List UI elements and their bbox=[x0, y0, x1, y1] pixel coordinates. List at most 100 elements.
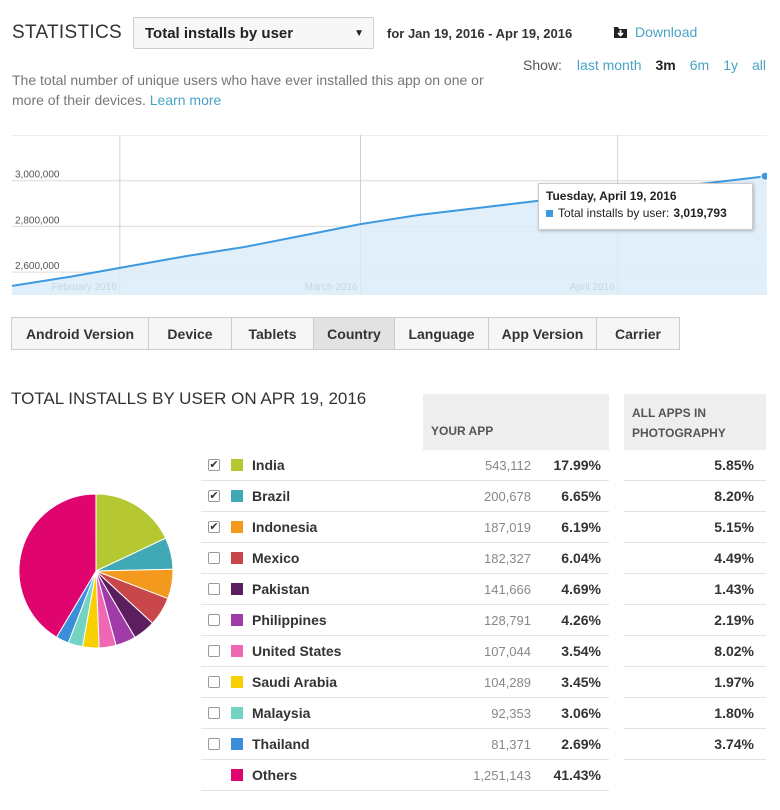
category-percent: 5.85% bbox=[714, 457, 754, 473]
category-row-pakistan: 1.43% bbox=[624, 574, 766, 605]
country-checkbox[interactable]: ✔ bbox=[208, 521, 220, 533]
country-name: Philippines bbox=[252, 612, 327, 628]
country-checkbox[interactable] bbox=[208, 614, 220, 626]
country-name: Malaysia bbox=[252, 705, 311, 721]
install-percent: 4.69% bbox=[561, 581, 601, 597]
country-row-brazil: ✔ Brazil 200,678 6.65% bbox=[201, 481, 609, 512]
column-header-all-apps: ALL APPS IN PHOTOGRAPHY bbox=[624, 394, 766, 450]
category-row-malaysia: 1.80% bbox=[624, 698, 766, 729]
range-option-3m[interactable]: 3m bbox=[655, 57, 676, 73]
install-percent: 6.04% bbox=[561, 550, 601, 566]
table-title: TOTAL INSTALLS BY USER ON APR 19, 2016 bbox=[11, 389, 367, 408]
country-checkbox[interactable] bbox=[208, 583, 220, 595]
tooltip-series-name: Total installs by user: bbox=[558, 206, 670, 220]
install-count: 1,251,143 bbox=[473, 768, 531, 783]
tooltip-date: Tuesday, April 19, 2016 bbox=[546, 189, 677, 203]
category-percent: 2.19% bbox=[714, 612, 754, 628]
country-checkbox[interactable] bbox=[208, 707, 220, 719]
range-option-6m[interactable]: 6m bbox=[689, 57, 710, 73]
category-percent: 5.15% bbox=[714, 519, 754, 535]
description-text: The total number of unique users who hav… bbox=[12, 72, 484, 108]
download-icon bbox=[614, 27, 627, 38]
country-row-saudi-arabia: Saudi Arabia 104,289 3.45% bbox=[201, 667, 609, 698]
category-row-indonesia: 5.15% bbox=[624, 512, 766, 543]
country-color-swatch bbox=[231, 645, 243, 657]
country-name: Thailand bbox=[252, 736, 310, 752]
category-row-philippines: 2.19% bbox=[624, 605, 766, 636]
country-checkbox[interactable] bbox=[208, 645, 220, 657]
install-percent: 6.19% bbox=[561, 519, 601, 535]
install-percent: 6.65% bbox=[561, 488, 601, 504]
install-count: 187,019 bbox=[484, 520, 531, 535]
install-percent: 2.69% bbox=[561, 736, 601, 752]
install-percent: 3.45% bbox=[561, 674, 601, 690]
country-name: India bbox=[252, 457, 285, 473]
category-percent: 8.02% bbox=[714, 643, 754, 659]
country-name: Brazil bbox=[252, 488, 291, 504]
tooltip-series-swatch bbox=[546, 209, 553, 217]
download-link[interactable]: Download bbox=[612, 24, 697, 40]
category-percent: 3.74% bbox=[714, 736, 754, 752]
installs-hover-point[interactable] bbox=[760, 171, 767, 181]
country-color-swatch bbox=[231, 738, 243, 750]
country-name: Indonesia bbox=[252, 519, 318, 535]
column-header-your-app: YOUR APP bbox=[423, 394, 609, 450]
country-pie-chart bbox=[18, 493, 174, 649]
country-color-swatch bbox=[231, 583, 243, 595]
range-option-last-month[interactable]: last month bbox=[576, 57, 642, 73]
country-row-thailand: Thailand 81,371 2.69% bbox=[201, 729, 609, 760]
country-checkbox[interactable] bbox=[208, 738, 220, 750]
install-count: 182,327 bbox=[484, 551, 531, 566]
description: The total number of unique users who hav… bbox=[12, 70, 512, 110]
install-count: 128,791 bbox=[484, 613, 531, 628]
category-row-others bbox=[624, 760, 766, 791]
tab-app-version[interactable]: App Version bbox=[489, 318, 597, 349]
dimension-tabs: Android Version Device Tablets Country L… bbox=[11, 317, 680, 350]
install-percent: 4.26% bbox=[561, 612, 601, 628]
country-name: Others bbox=[252, 767, 298, 783]
range-option-all[interactable]: all bbox=[752, 57, 767, 73]
column-header-your-app-label: YOUR APP bbox=[431, 424, 494, 438]
country-row-malaysia: Malaysia 92,353 3.06% bbox=[201, 698, 609, 729]
country-checkbox[interactable]: ✔ bbox=[208, 490, 220, 502]
page-title: STATISTICS bbox=[12, 22, 122, 43]
download-label: Download bbox=[635, 24, 698, 40]
date-range: for Jan 19, 2016 - Apr 19, 2016 bbox=[387, 26, 573, 41]
tab-android-version[interactable]: Android Version bbox=[12, 318, 149, 349]
install-count: 543,112 bbox=[484, 458, 531, 473]
range-option-1y[interactable]: 1y bbox=[723, 57, 738, 73]
country-color-swatch bbox=[231, 552, 243, 564]
category-percent: 1.43% bbox=[714, 581, 754, 597]
install-percent: 41.43% bbox=[553, 767, 601, 783]
chart-tooltip: Tuesday, April 19, 2016 Total installs b… bbox=[538, 183, 753, 230]
y-tick-label: 2,800,000 bbox=[15, 215, 60, 226]
show-label: Show: bbox=[523, 57, 562, 73]
tab-carrier[interactable]: Carrier bbox=[597, 318, 679, 349]
tab-tablets[interactable]: Tablets bbox=[232, 318, 314, 349]
install-count: 104,289 bbox=[484, 675, 531, 690]
metric-select-value: Total installs by user bbox=[145, 25, 294, 42]
tab-device[interactable]: Device bbox=[149, 318, 232, 349]
country-color-swatch bbox=[231, 459, 243, 471]
pie-slice-others bbox=[18, 493, 97, 638]
tab-country[interactable]: Country bbox=[314, 318, 395, 349]
tab-language[interactable]: Language bbox=[395, 318, 489, 349]
tooltip-line: Total installs by user: 3,019,793 bbox=[546, 206, 745, 220]
country-checkbox[interactable] bbox=[208, 552, 220, 564]
country-name: Saudi Arabia bbox=[252, 674, 338, 690]
y-tick-label: 2,600,000 bbox=[15, 261, 60, 272]
country-color-swatch bbox=[231, 676, 243, 688]
country-name: United States bbox=[252, 643, 342, 659]
metric-select[interactable]: Total installs by user ▼ bbox=[133, 17, 374, 49]
install-percent: 3.54% bbox=[561, 643, 601, 659]
learn-more-link[interactable]: Learn more bbox=[149, 92, 222, 108]
country-color-swatch bbox=[231, 614, 243, 626]
country-row-indonesia: ✔ Indonesia 187,019 6.19% bbox=[201, 512, 609, 543]
category-row-india: 5.85% bbox=[624, 450, 766, 481]
category-percent: 4.49% bbox=[714, 550, 754, 566]
country-row-philippines: Philippines 128,791 4.26% bbox=[201, 605, 609, 636]
country-color-swatch bbox=[231, 769, 243, 781]
category-row-brazil: 8.20% bbox=[624, 481, 766, 512]
country-checkbox[interactable]: ✔ bbox=[208, 459, 220, 471]
country-checkbox[interactable] bbox=[208, 676, 220, 688]
